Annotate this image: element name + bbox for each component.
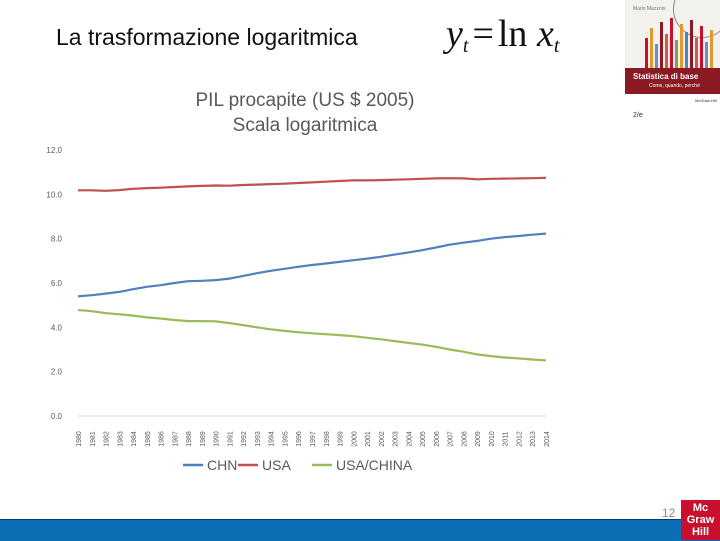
x-tick-label: 2000 — [351, 431, 358, 447]
x-tick-label: 1987 — [172, 431, 179, 447]
x-tick-label: 1982 — [104, 431, 111, 447]
book-cover-art: Mario Mazzoni — [625, 0, 720, 68]
x-tick-label: 2012 — [516, 431, 523, 447]
x-tick-label: 1988 — [186, 431, 193, 447]
book-cover-image: Mario Mazzoni Statistica di base Come, q… — [625, 0, 720, 128]
y-tick-label: 4.0 — [51, 323, 63, 332]
legend-label: USA/CHINA — [336, 457, 413, 473]
page-number: 12 — [662, 506, 676, 520]
legend-label: CHN — [207, 457, 237, 473]
x-tick-label: 2010 — [489, 431, 496, 447]
x-tick-label: 1995 — [282, 431, 289, 447]
x-tick-label: 2008 — [461, 431, 468, 447]
x-tick-label: 1985 — [145, 431, 152, 447]
x-tick-label: 2004 — [406, 431, 413, 447]
x-tick-label: 1996 — [296, 431, 303, 447]
x-tick-label: 2003 — [393, 431, 400, 447]
x-tick-label: 2007 — [448, 431, 455, 447]
footer-bar — [0, 519, 720, 541]
legend-label: USA — [262, 457, 291, 473]
chart-subtitle: Scala logaritmica — [232, 115, 378, 136]
formula-var: x — [536, 13, 554, 55]
publisher-logo: Mc Graw Hill — [681, 500, 720, 540]
log-formula: yt = ln xt — [446, 12, 559, 58]
x-tick-label: 2011 — [503, 431, 510, 446]
book-cover-bars — [645, 16, 715, 68]
x-tick-label: 2013 — [530, 431, 537, 447]
y-tick-label: 8.0 — [51, 235, 63, 244]
series-line-usa-china — [77, 308, 547, 362]
x-tick-label: 1983 — [117, 431, 124, 447]
y-tick-label: 6.0 — [51, 279, 63, 288]
book-subtitle: Come, quando, perché — [649, 83, 700, 89]
book-publisher: McGraw-Hill — [695, 98, 717, 103]
logo-line-3: Hill — [691, 526, 710, 538]
x-tick-label: 2005 — [420, 431, 427, 447]
x-tick-label: 1992 — [241, 431, 248, 447]
x-tick-label: 1998 — [324, 431, 331, 447]
y-tick-label: 10.0 — [46, 190, 62, 199]
book-title-band: Statistica di base Come, quando, perché — [625, 68, 720, 94]
logo-line-2: Graw — [686, 514, 715, 526]
x-tick-label: 1997 — [310, 431, 317, 447]
x-tick-label: 1993 — [255, 431, 262, 447]
x-tick-label: 2002 — [379, 431, 386, 447]
x-tick-label: 2009 — [475, 431, 482, 447]
formula-lhs: y — [446, 13, 463, 55]
series-line-chn — [77, 232, 547, 298]
y-tick-label: 0.0 — [51, 412, 63, 421]
chart-title: PIL procapite (US $ 2005) — [195, 90, 415, 111]
x-tick-label: 1994 — [269, 431, 276, 447]
x-tick-label: 1999 — [338, 431, 345, 447]
chart-title-block: PIL procapite (US $ 2005) Scala logaritm… — [150, 88, 460, 138]
book-stamp: 2/e — [633, 112, 643, 119]
logo-line-1: Mc — [692, 502, 709, 514]
formula-var-subscript: t — [553, 35, 560, 57]
formula-equals: = — [472, 13, 494, 55]
book-title: Statistica di base — [633, 72, 699, 81]
book-author: Mario Mazzoni — [633, 6, 666, 12]
x-tick-label: 1980 — [76, 431, 83, 447]
x-tick-label: 1990 — [214, 431, 221, 447]
x-tick-label: 1989 — [200, 431, 207, 447]
x-tick-label: 1986 — [159, 431, 166, 447]
x-tick-label: 2001 — [365, 431, 372, 447]
y-tick-label: 12.0 — [46, 146, 62, 155]
x-tick-label: 2006 — [434, 431, 441, 447]
x-tick-label: 1991 — [227, 431, 234, 447]
formula-lhs-subscript: t — [462, 35, 469, 57]
y-tick-label: 2.0 — [51, 368, 63, 377]
slide-title: La trasformazione logaritmica — [56, 24, 358, 50]
x-tick-label: 1984 — [131, 431, 138, 447]
x-tick-label: 1981 — [90, 431, 97, 447]
series-line-usa — [78, 176, 547, 192]
formula-fn: ln — [497, 13, 528, 55]
x-tick-label: 2014 — [544, 431, 551, 447]
